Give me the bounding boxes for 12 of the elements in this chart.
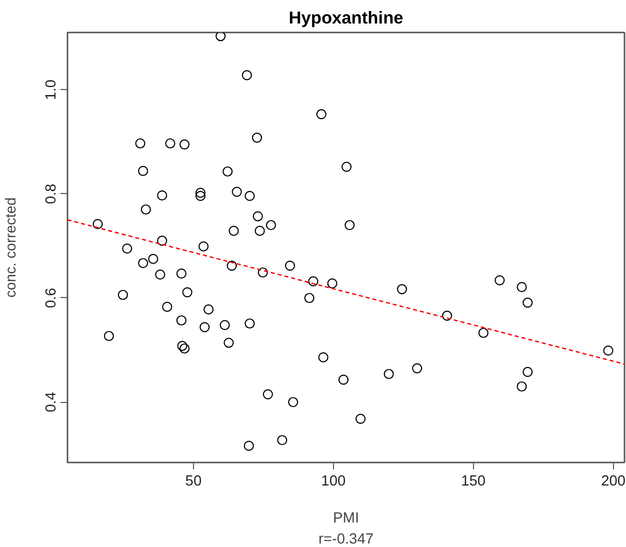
y-tick-label: 0.4 xyxy=(44,392,60,412)
chart-title: Hypoxanthine xyxy=(288,8,404,28)
x-tick-label: 150 xyxy=(461,474,486,490)
x-tick-label: 50 xyxy=(185,474,202,490)
x-axis-title: PMI xyxy=(332,510,360,526)
x-tick-label: 200 xyxy=(601,474,626,490)
text: r=-0.347 xyxy=(318,532,374,547)
y-axis-title: conc. corrected xyxy=(4,197,20,298)
y-tick-label: 0.6 xyxy=(44,288,60,308)
y-tick-label: 1.0 xyxy=(44,80,60,100)
y-tick-label: 0.8 xyxy=(44,184,60,204)
x-tick-label: 100 xyxy=(321,474,346,490)
